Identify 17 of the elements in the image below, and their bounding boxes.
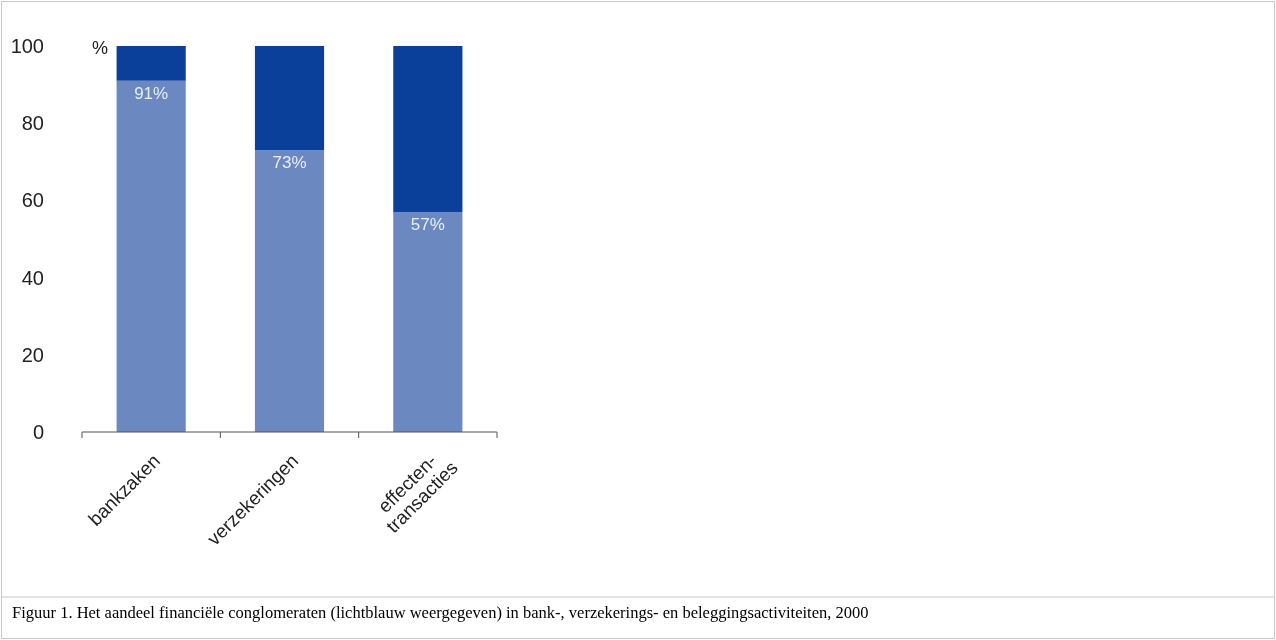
data-label: 57% [410, 214, 445, 234]
bar [116, 46, 186, 81]
y-tick-label: 20 [21, 343, 44, 366]
y-tick-label: 60 [21, 189, 44, 212]
bar [116, 80, 186, 432]
bar [254, 150, 325, 432]
data-label: 73% [272, 153, 307, 173]
data-label: 91% [134, 83, 169, 103]
bar [393, 211, 463, 432]
y-tick-label: 40 [21, 266, 44, 289]
y-axis-title: % [91, 38, 109, 58]
y-tick-label: 100 [10, 34, 44, 57]
bar [254, 46, 325, 151]
bar [393, 46, 463, 212]
y-tick-label: 0 [32, 420, 44, 443]
text: Figuur 1. Het aandeel financiële conglomeraten (lichtblauw weergegeven) in bank-, verzekerings- en beleggingsactiviteiten, 2000 [12, 603, 869, 622]
y-tick-label: 80 [21, 112, 44, 135]
